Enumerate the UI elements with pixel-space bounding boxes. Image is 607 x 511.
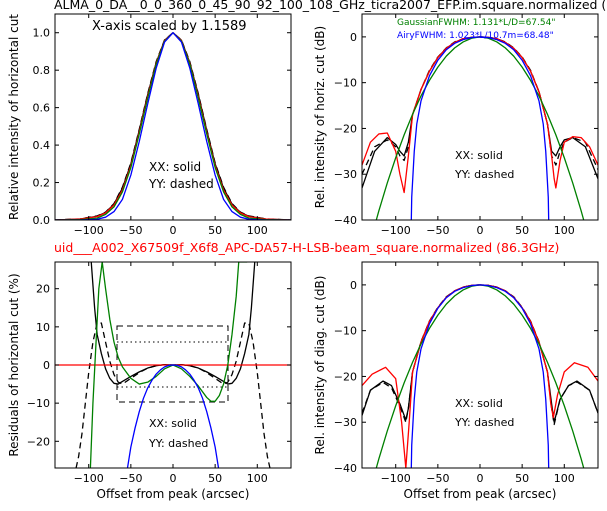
p1-series-blue-solid bbox=[55, 32, 291, 220]
panel-horizontal-cut-ylabel: Relative intensity of horizontal cut bbox=[7, 14, 21, 220]
p2-series-blue-solid bbox=[410, 36, 550, 220]
p1-ytick-label: 0.8 bbox=[33, 64, 51, 77]
p3-ytick-label: −10 bbox=[27, 397, 50, 410]
panel-residuals-ylabel: Residuals of horizontal cut (%) bbox=[7, 273, 21, 456]
p4-xtick-label: −100 bbox=[381, 472, 411, 485]
panel-horizontal-cut-db-series-group bbox=[362, 36, 598, 220]
p1-ytick-label: 1.0 bbox=[33, 27, 51, 40]
figure-middle-title: uid___A002_X67509f_X6f8_APC-DA57-H-LSB-b… bbox=[54, 240, 559, 255]
panel-horizontal-cut: −100 −50 0 50 100 0.0 0.2 0.4 0.6 0.8 1.0 Relative… bbox=[7, 13, 292, 237]
p2-ytick-label: 0 bbox=[350, 31, 357, 44]
p3-ytick-label: −20 bbox=[27, 435, 50, 448]
p1-ytick-label: 0.4 bbox=[33, 139, 51, 152]
p1-xtick-label: −50 bbox=[119, 224, 142, 237]
p1-ytick-label: 0.6 bbox=[33, 102, 51, 115]
panel-horizontal-cut-db-annotation-yy: YY: dashed bbox=[454, 168, 514, 181]
p3-ytick-label: 20 bbox=[36, 283, 50, 296]
panel-horizontal-cut-db-frame bbox=[361, 13, 599, 221]
p4-xtick-label: 100 bbox=[554, 472, 575, 485]
panel-diagonal-cut-db-ticks: −100 −50 0 50 100−40−30−20−100 bbox=[334, 262, 598, 485]
p3-series-blue-solid bbox=[126, 364, 220, 468]
panel-horizontal-cut-db-ticks: −100 −50 0 50 100−40−30−20−100 bbox=[334, 14, 598, 237]
p1-series-black-dashed bbox=[55, 32, 291, 220]
p3-xtick-label: −100 bbox=[74, 472, 104, 485]
p4-xtick-label: 50 bbox=[515, 472, 529, 485]
p4-ytick-label: −40 bbox=[334, 462, 357, 475]
p1-series-black-solid bbox=[55, 32, 291, 220]
panel-horizontal-cut-series-group bbox=[55, 32, 291, 220]
p4-ytick-label: −10 bbox=[334, 325, 357, 338]
p1-xtick-label: −100 bbox=[74, 224, 104, 237]
panel-horizontal-cut-ticks: −100 −50 0 50 100 0.0 0.2 0.4 0.6 0.8 1.0 bbox=[33, 14, 291, 237]
p3-series-green-solid bbox=[89, 262, 248, 468]
p2-series-black-solid bbox=[362, 36, 598, 189]
p2-xtick-label: 100 bbox=[554, 224, 575, 237]
panel-diagonal-cut-db-annotation-yy: YY: dashed bbox=[454, 416, 514, 429]
p2-xtick-label: −50 bbox=[426, 224, 449, 237]
p1-xtick-label: 0 bbox=[170, 224, 177, 237]
p4-series-black-dashed bbox=[362, 284, 598, 426]
panel-diagonal-cut-db-annotation-xx: XX: solid bbox=[455, 397, 503, 410]
p2-xtick-label: 50 bbox=[515, 224, 529, 237]
p4-series-red-solid bbox=[362, 284, 598, 468]
panel-residuals-annotation-xx: XX: solid bbox=[149, 417, 197, 430]
p3-xtick-label: −50 bbox=[119, 472, 142, 485]
p2-xtick-label: 0 bbox=[477, 224, 484, 237]
panel-residuals-series-group bbox=[55, 262, 291, 468]
panel-diagonal-cut-db-series-group bbox=[362, 284, 598, 468]
p4-series-blue-solid bbox=[410, 284, 550, 468]
p2-ytick-label: −30 bbox=[334, 168, 357, 181]
p3-xtick-label: 0 bbox=[170, 472, 177, 485]
panel-residuals-xlabel: Offset from peak (arcsec) bbox=[97, 487, 250, 501]
panel-horizontal-cut-db-ylabel: Rel. intensity of horiz. cut (dB) bbox=[313, 26, 327, 208]
p1-xtick-label: 50 bbox=[208, 224, 222, 237]
p4-ytick-label: −30 bbox=[334, 416, 357, 429]
p1-series-green-solid bbox=[55, 32, 291, 220]
p3-xtick-label: 50 bbox=[208, 472, 222, 485]
p1-ytick-label: 0.0 bbox=[33, 214, 51, 227]
panel-residuals-annotation-yy: YY: dashed bbox=[148, 437, 208, 450]
p4-xtick-label: 0 bbox=[477, 472, 484, 485]
p2-xtick-label: −100 bbox=[381, 224, 411, 237]
p3-series-black-solid bbox=[90, 262, 256, 385]
panel-diagonal-cut-db-ylabel: Rel. intensity of diag. cut (dB) bbox=[313, 276, 327, 455]
p3-ytick-label: 0 bbox=[43, 359, 50, 372]
p2-ytick-label: −10 bbox=[334, 77, 357, 90]
panel-diagonal-cut-db: −100 −50 0 50 100−40−30−20−100 Rel. intensit… bbox=[313, 261, 599, 501]
p2-ytick-label: −20 bbox=[334, 122, 357, 135]
panel-horizontal-cut-db-annotation-airy: AiryFWHM: 1.023*L/10.7m=68.48" bbox=[397, 31, 554, 41]
panel-horizontal-cut-db-annotation-gaussian: GaussianFWHM: 1.131*L/D=67.54" bbox=[397, 18, 555, 28]
p1-series-red-solid bbox=[55, 32, 291, 220]
p4-ytick-label: 0 bbox=[350, 279, 357, 292]
panel-horizontal-cut-annotation-scale: X-axis scaled by 1.1589 bbox=[92, 19, 247, 34]
panel-horizontal-cut-annotation-yy: YY: dashed bbox=[148, 177, 214, 191]
panel-diagonal-cut-db-xlabel: Offset from peak (arcsec) bbox=[404, 487, 557, 501]
panel-diagonal-cut-db-frame bbox=[361, 261, 599, 469]
p2-ytick-label: −40 bbox=[334, 214, 357, 227]
figure-top-title: ALMA_0_DA__0_0_360_0_45_90_92_100_108_GH… bbox=[54, 0, 606, 12]
panel-residuals-dashed-box bbox=[116, 325, 229, 403]
p3-xtick-label: 100 bbox=[247, 472, 268, 485]
p4-xtick-label: −50 bbox=[426, 472, 449, 485]
p1-xtick-label: 100 bbox=[247, 224, 268, 237]
panel-horizontal-cut-db: −100 −50 0 50 100−40−30−20−100 Rel. intensit… bbox=[313, 13, 599, 237]
p4-ytick-label: −20 bbox=[334, 370, 357, 383]
panel-horizontal-cut-db-annotation-xx: XX: solid bbox=[455, 149, 503, 162]
panel-horizontal-cut-annotation-xx: XX: solid bbox=[149, 160, 201, 174]
p3-ytick-label: 10 bbox=[36, 321, 50, 334]
p1-ytick-label: 0.2 bbox=[33, 177, 51, 190]
